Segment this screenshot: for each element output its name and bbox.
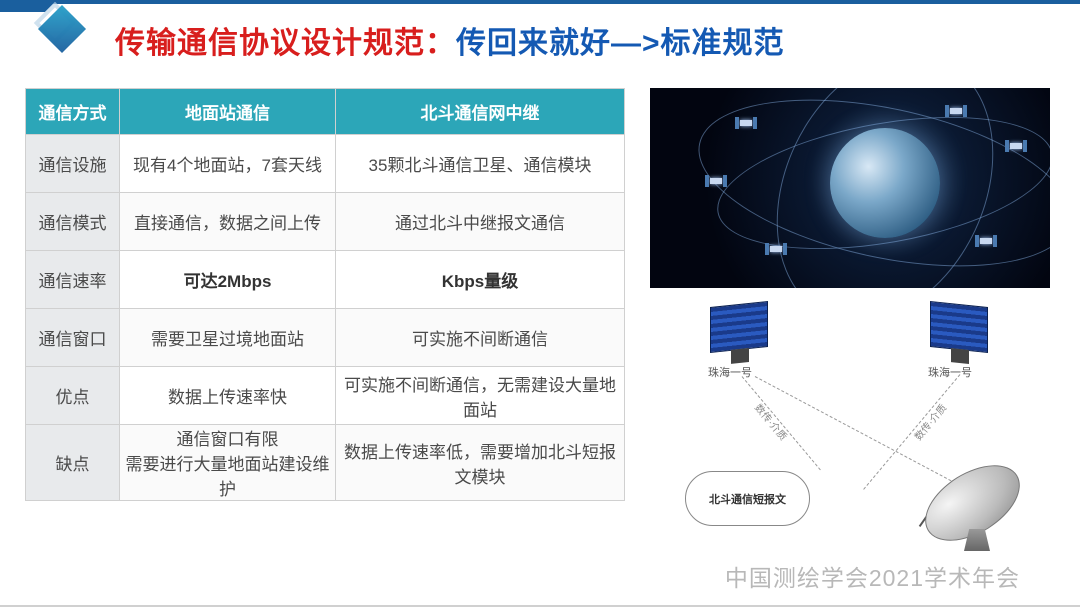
- sat-right-label: 珠海一号: [928, 364, 972, 380]
- cell-ground: 通信窗口有限需要进行大量地面站建设维护: [120, 425, 336, 501]
- top-accent-bar: [0, 0, 1080, 4]
- cell-ground: 可达2Mbps: [120, 251, 336, 309]
- satellite-right-icon: [930, 301, 988, 353]
- link-label: 数传·介质: [752, 400, 791, 443]
- satellite-constellation-image: [650, 88, 1050, 288]
- sat-left-label: 珠海一号: [708, 364, 752, 380]
- slide-title: 传输通信协议设计规范：传回来就好—>标准规范: [115, 18, 785, 62]
- row-header: 通信设施: [26, 135, 120, 193]
- title-red-part: 传输通信协议设计规范：: [115, 27, 456, 60]
- cell-ground: 直接通信，数据之间上传: [120, 193, 336, 251]
- satellite-left-icon: [710, 301, 768, 353]
- th-ground: 地面站通信: [120, 89, 336, 135]
- watermark-text: 中国测绘学会2021学术年会: [725, 559, 1020, 593]
- communication-diagram: 珠海一号 珠海一号 数传·介质 数传·介质 北斗通信短报文: [650, 296, 1050, 556]
- cell-beidou: 可实施不间断通信: [336, 309, 625, 367]
- title-blue-part: 传回来就好—>标准规范: [456, 27, 785, 60]
- cell-beidou: 数据上传速率低，需要增加北斗短报文模块: [336, 425, 625, 501]
- link-label: 数传·介质: [910, 400, 949, 443]
- comparison-table: 通信方式 地面站通信 北斗通信网中继 通信设施现有4个地面站，7套天线35颗北斗…: [25, 88, 625, 501]
- earth-icon: [830, 128, 940, 238]
- row-header: 通信窗口: [26, 309, 120, 367]
- row-header: 通信速率: [26, 251, 120, 309]
- cell-ground: 数据上传速率快: [120, 367, 336, 425]
- cell-beidou: 可实施不间断通信，无需建设大量地面站: [336, 367, 625, 425]
- row-header: 缺点: [26, 425, 120, 501]
- ground-dish-icon: [905, 456, 1025, 551]
- cell-beidou: 通过北斗中继报文通信: [336, 193, 625, 251]
- cell-ground: 现有4个地面站，7套天线: [120, 135, 336, 193]
- row-header: 通信模式: [26, 193, 120, 251]
- th-method: 通信方式: [26, 89, 120, 135]
- row-header: 优点: [26, 367, 120, 425]
- illustration-area: 珠海一号 珠海一号 数传·介质 数传·介质 北斗通信短报文: [650, 88, 1050, 548]
- beidou-cloud-label: 北斗通信短报文: [685, 471, 810, 526]
- cell-beidou: 35颗北斗通信卫星、通信模块: [336, 135, 625, 193]
- cell-beidou: Kbps量级: [336, 251, 625, 309]
- cell-ground: 需要卫星过境地面站: [120, 309, 336, 367]
- th-beidou: 北斗通信网中继: [336, 89, 625, 135]
